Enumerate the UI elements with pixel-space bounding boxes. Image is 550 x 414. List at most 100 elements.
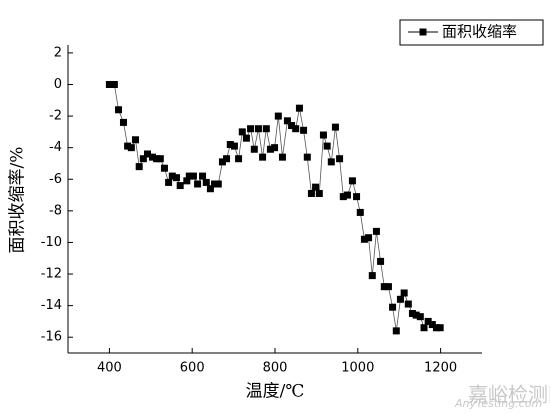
marker bbox=[327, 158, 335, 166]
marker bbox=[139, 155, 147, 163]
marker bbox=[377, 257, 385, 265]
marker bbox=[214, 180, 222, 188]
marker bbox=[368, 272, 376, 280]
y-tick-label: 0 bbox=[54, 77, 62, 92]
marker bbox=[336, 155, 344, 163]
marker bbox=[127, 144, 135, 152]
y-tick-label: -8 bbox=[49, 203, 62, 218]
marker bbox=[300, 126, 308, 134]
marker bbox=[400, 289, 408, 297]
marker bbox=[315, 189, 323, 197]
y-axis-title: 面积收缩率/% bbox=[8, 147, 28, 254]
marker bbox=[353, 193, 361, 201]
marker bbox=[247, 125, 255, 133]
x-tick-label: 1200 bbox=[424, 361, 457, 376]
y-tick-label: -4 bbox=[49, 140, 62, 155]
marker bbox=[202, 178, 210, 186]
marker bbox=[428, 321, 436, 329]
marker bbox=[131, 136, 139, 144]
x-tick-label: 600 bbox=[180, 361, 205, 376]
marker bbox=[165, 178, 173, 186]
marker bbox=[124, 142, 132, 150]
marker bbox=[436, 324, 444, 332]
marker bbox=[223, 155, 231, 163]
marker bbox=[176, 182, 184, 190]
marker bbox=[319, 131, 327, 139]
marker bbox=[389, 303, 397, 311]
watermark: AnyTesting.com bbox=[454, 397, 542, 410]
marker bbox=[360, 235, 368, 243]
legend-marker bbox=[419, 28, 427, 36]
marker bbox=[271, 144, 279, 152]
marker bbox=[396, 295, 404, 303]
marker bbox=[183, 177, 191, 185]
marker bbox=[110, 80, 118, 88]
x-tick-label: 1000 bbox=[341, 361, 374, 376]
marker bbox=[206, 185, 214, 193]
marker bbox=[119, 118, 127, 126]
marker bbox=[230, 142, 238, 150]
marker bbox=[168, 172, 176, 180]
marker bbox=[339, 193, 347, 201]
marker bbox=[432, 324, 440, 332]
marker bbox=[278, 153, 286, 161]
marker bbox=[160, 164, 168, 172]
legend-label: 面积收缩率 bbox=[442, 23, 517, 41]
y-tick-label: -2 bbox=[49, 109, 62, 124]
marker bbox=[408, 310, 416, 318]
marker bbox=[348, 177, 356, 185]
marker bbox=[266, 145, 274, 153]
marker bbox=[312, 183, 320, 191]
series-line bbox=[109, 84, 441, 331]
marker bbox=[303, 153, 311, 161]
marker bbox=[250, 145, 258, 153]
marker bbox=[194, 180, 202, 188]
marker bbox=[143, 150, 151, 158]
marker bbox=[412, 311, 420, 319]
x-tick-label: 400 bbox=[97, 361, 122, 376]
marker bbox=[211, 180, 219, 188]
marker bbox=[323, 142, 331, 150]
marker bbox=[307, 189, 315, 197]
marker bbox=[392, 327, 400, 335]
marker bbox=[148, 153, 156, 161]
y-tick-label: -12 bbox=[41, 267, 62, 282]
marker bbox=[238, 128, 246, 136]
marker bbox=[356, 208, 364, 216]
marker bbox=[226, 141, 234, 149]
marker bbox=[254, 125, 262, 133]
watermark: 嘉峪检测网 bbox=[468, 383, 550, 407]
marker bbox=[331, 123, 339, 131]
marker bbox=[235, 155, 243, 163]
marker bbox=[218, 158, 226, 166]
marker bbox=[115, 106, 123, 114]
marker bbox=[416, 313, 424, 321]
marker bbox=[105, 80, 113, 88]
y-tick-label: -14 bbox=[41, 298, 62, 313]
marker bbox=[372, 227, 380, 235]
marker bbox=[343, 191, 351, 199]
marker bbox=[283, 117, 291, 125]
y-tick-label: -16 bbox=[41, 330, 62, 345]
marker bbox=[262, 125, 270, 133]
marker bbox=[274, 112, 282, 120]
marker bbox=[259, 153, 267, 161]
marker bbox=[172, 174, 180, 182]
marker bbox=[365, 234, 373, 242]
x-axis-title: 温度/℃ bbox=[246, 382, 305, 402]
marker bbox=[189, 172, 197, 180]
marker bbox=[404, 300, 412, 308]
marker bbox=[380, 283, 388, 291]
x-tick-label: 800 bbox=[263, 361, 288, 376]
marker bbox=[185, 172, 193, 180]
y-tick-label: -10 bbox=[41, 235, 62, 250]
marker bbox=[295, 104, 303, 112]
marker bbox=[420, 324, 428, 332]
marker bbox=[424, 317, 432, 325]
marker bbox=[292, 125, 300, 133]
marker bbox=[288, 122, 296, 130]
marker bbox=[135, 163, 143, 171]
marker bbox=[384, 283, 392, 291]
